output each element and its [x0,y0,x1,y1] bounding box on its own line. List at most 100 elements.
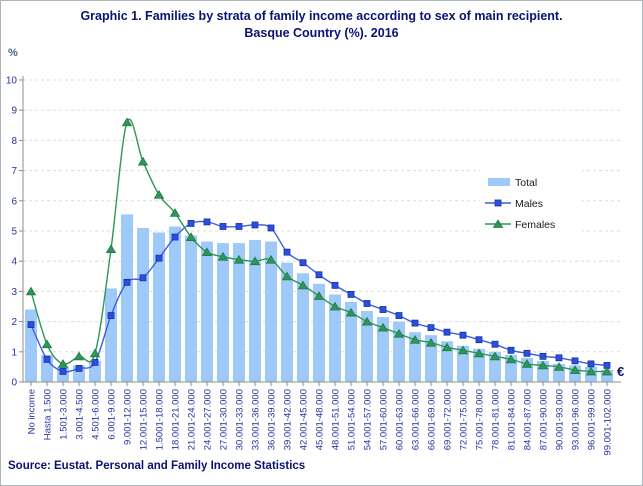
y-tick-label: 8 [11,136,17,147]
x-tick-label: 72.001-75.000 [459,389,470,450]
females-marker [233,254,245,264]
females-marker [57,359,69,368]
x-tick-label: 24.001-27.000 [203,389,214,450]
females-marker [281,271,293,281]
total-bar [281,262,293,382]
males-marker [123,278,131,286]
total-bar [425,335,437,382]
x-tick-label: 30.001-33.000 [235,389,246,450]
females-marker [425,337,437,347]
females-marker [201,247,213,257]
total-bar [105,288,117,382]
total-bar [249,240,261,382]
x-tick-label: 9.001-12.000 [123,389,134,445]
males-marker [91,358,99,366]
total-bar [265,241,277,382]
y-tick-label: 2 [11,317,17,328]
males-marker [411,319,419,327]
total-bar [441,341,453,382]
males-marker [555,354,563,362]
females-marker [393,328,405,338]
x-tick-label: 33.001-36.000 [251,389,262,450]
females-marker [329,301,341,311]
males-marker [331,281,339,289]
males-marker [43,355,51,363]
females-marker [169,208,181,217]
males-marker [587,360,595,368]
y-tick-label: 7 [11,166,17,177]
males-marker [171,233,179,241]
females-marker [457,345,469,355]
total-bar [169,226,181,382]
males-marker [507,346,515,354]
y-tick-label: 0 [11,378,17,389]
chart-title: Graphic 1. Families by strata of family … [1,8,642,42]
males-marker [571,357,579,365]
x-tick-label: 1.5001-18.000 [155,389,166,450]
chart-title-line1: Graphic 1. Families by strata of family … [80,9,563,23]
females-marker [265,254,277,264]
chart-plot: 0 1 2 3 4 5 6 7 8 9 10 No income Hasta 1.500 1.501-3.… [6,76,624,456]
females-marker [409,334,421,344]
females-marker [505,354,517,364]
x-tick-label: 78.001-81.000 [491,389,502,450]
males-marker [155,254,163,262]
y-tick-label: 5 [11,227,17,238]
legend-marker-males [494,199,502,207]
y-tick-label: 4 [11,257,17,268]
x-tick-label: 60.001-63.000 [395,389,406,450]
females-marker [153,189,165,199]
x-tick-label: 21.001-24.000 [187,389,198,450]
females-marker [601,366,613,376]
females-marker [553,362,565,371]
x-tick-label: 99.001-102.000 [603,389,614,456]
total-bar [233,243,245,382]
males-marker [395,312,403,319]
males-marker [283,248,291,256]
legend-label-males: Males [515,198,543,210]
females-marker [217,251,229,261]
females-marker [25,286,37,296]
x-tick-label: 84.001-87.000 [523,389,534,450]
males-marker [491,340,499,348]
females-marker [89,348,101,358]
x-tick-label: No income [27,389,38,434]
x-tick-label: 54.001-57.000 [363,389,374,450]
x-tick-label: 45.001-48.000 [315,389,326,450]
females-marker [489,351,501,361]
males-marker [139,274,147,282]
males-marker [427,324,435,332]
x-tick-label: 48.001-51.000 [331,389,342,450]
legend-marker-females [492,219,504,228]
females-marker [121,117,133,127]
females-marker [105,244,117,254]
x-tick-label: 6.001-9.000 [107,389,118,440]
y-axis-unit-label: % [8,47,18,59]
males-marker [379,306,387,313]
total-bar [121,214,133,382]
females-marker [313,291,325,300]
total-bar [185,235,197,382]
females-marker [537,360,549,370]
females-marker [345,307,357,317]
x-tick-label: 57.001-60.000 [379,389,390,450]
x-tick-label: 87.001-90.000 [539,389,550,450]
x-axis-unit-label: € [617,364,624,379]
males-marker [219,223,227,230]
males-marker [363,300,371,307]
x-tick-label: 81.001-84.000 [507,389,518,450]
females-marker [361,316,373,326]
males-marker [187,220,195,227]
total-bar [329,294,341,382]
x-tick-label: 66.001-69.000 [427,389,438,450]
x-tick-label: 42.001-45.000 [299,389,310,450]
y-tick-label: 6 [11,196,17,207]
y-tick-label: 1 [11,347,17,358]
x-tick-label: 18.001-21.000 [171,389,182,450]
males-marker [235,223,243,230]
total-bar [137,227,149,382]
chart-title-line2: Basque Country (%). 2016 [244,26,399,40]
males-marker [75,365,83,372]
legend-swatch-total [488,178,510,186]
x-tick-label: 51.001-54.000 [347,389,358,450]
